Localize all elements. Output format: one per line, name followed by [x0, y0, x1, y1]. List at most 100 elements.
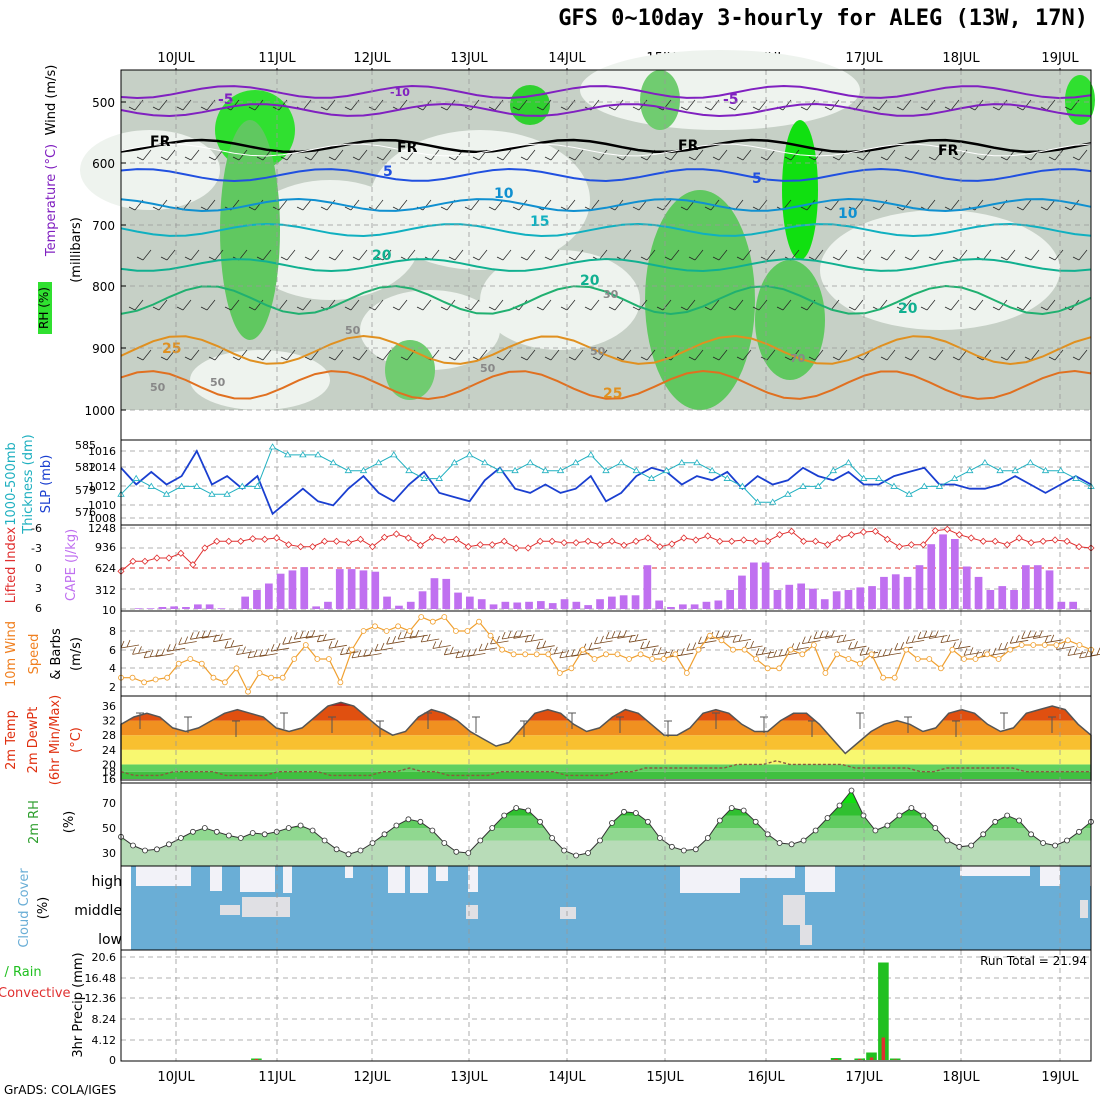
wind-barb	[568, 349, 584, 361]
cape-bar	[962, 566, 971, 609]
wind-speed-marker	[395, 623, 402, 630]
cape-bar	[702, 601, 711, 609]
wind-barb	[544, 349, 560, 361]
axis-label: (millibars)	[69, 217, 84, 283]
wind-barb	[520, 149, 536, 161]
cape-bar	[809, 588, 817, 609]
cape-bar	[856, 587, 865, 609]
wind-barb	[363, 648, 382, 657]
rh-marker	[956, 843, 963, 850]
thickness-marker	[571, 459, 580, 466]
wind-barb	[836, 634, 856, 643]
wind-barb	[304, 249, 320, 261]
wind-barb	[376, 349, 392, 361]
lifted-index-marker	[1039, 537, 1047, 545]
lifted-index-marker	[776, 531, 784, 539]
cape-bar	[312, 606, 320, 609]
wind-speed-marker	[325, 656, 332, 662]
rh-marker	[669, 843, 675, 850]
x-tick-label-top: 12JUL	[353, 51, 391, 66]
thickness-marker	[844, 459, 853, 466]
y-tick-label: 0	[109, 1054, 116, 1067]
thickness-marker	[662, 466, 671, 474]
cape-bar	[797, 583, 805, 609]
rh-marker	[213, 828, 220, 835]
lifted-index-marker	[273, 534, 281, 542]
wind-barb	[616, 349, 632, 361]
x-tick-label-top: 10JUL	[157, 51, 195, 66]
thickness-marker	[753, 498, 762, 505]
wind-barb	[656, 299, 672, 311]
y-tick-label-left: 6	[35, 602, 42, 615]
wind-barb	[880, 349, 896, 361]
thickness-marker	[950, 474, 959, 481]
y-tick-label: 30	[102, 847, 116, 860]
wind-barb	[592, 149, 608, 161]
cape-bar	[1010, 590, 1018, 609]
wind-barb	[1000, 249, 1016, 261]
wind-barb	[224, 299, 240, 311]
rh-marker	[740, 807, 747, 814]
contour-label: 30	[603, 288, 619, 301]
lifted-index-marker	[680, 534, 688, 542]
wind-barb	[376, 249, 392, 261]
run-total: Run Total = 21.94	[980, 954, 1087, 968]
contour-label: 20	[372, 248, 392, 264]
wind-speed-marker	[1041, 642, 1048, 648]
wind-barb	[605, 630, 625, 640]
wind-barb	[968, 299, 984, 311]
lifted-index-marker	[225, 537, 233, 545]
wind-barb	[712, 249, 728, 261]
rh-marker	[1064, 837, 1070, 844]
y-tick-label-right: 936	[95, 541, 116, 554]
cape-bar	[915, 565, 924, 609]
wind-barb	[236, 646, 255, 655]
wind-barb	[1044, 634, 1063, 644]
rh-marker	[417, 818, 424, 825]
wind-barb	[896, 199, 912, 211]
wind-barb	[416, 299, 432, 311]
y-tick-label: 18	[102, 766, 116, 779]
thickness-marker	[890, 482, 898, 489]
cape-bar	[430, 578, 439, 609]
rh-marker	[800, 837, 807, 844]
thickness-marker	[314, 451, 322, 458]
wind-barb	[467, 648, 486, 657]
wind-barb	[880, 149, 896, 161]
wind-barb	[732, 634, 752, 643]
wind-barb	[896, 299, 912, 311]
y-tick-label-left: 576	[75, 506, 96, 519]
lifted-index-marker	[380, 533, 389, 541]
rh-marker	[764, 831, 771, 838]
y-tick-label-right: 1010	[88, 499, 116, 512]
cape-bar	[868, 586, 876, 609]
lifted-index-marker	[1051, 536, 1059, 544]
wind-speed-marker	[510, 651, 517, 658]
wind-barb	[1072, 349, 1088, 361]
cloud-clear-cell	[805, 866, 835, 892]
y-tick-label: 28	[102, 729, 116, 742]
wind-barb	[904, 149, 920, 161]
x-tick-label-bottom: 14JUL	[548, 1070, 586, 1085]
contour-label: 50	[210, 376, 226, 389]
rh-marker	[728, 805, 735, 811]
axis-label: 3hr Precip (mm)	[71, 952, 86, 1057]
y-tick-label: 8	[109, 625, 116, 638]
wind-barb	[184, 149, 200, 161]
rh-marker	[309, 827, 316, 834]
axis-label: Temperature (°C)	[44, 144, 59, 257]
lifted-index-marker	[931, 527, 939, 535]
rh-marker	[896, 812, 903, 819]
cape-bar	[773, 590, 782, 609]
cape-bar	[1045, 570, 1054, 609]
cape-bar	[418, 591, 427, 609]
thickness-line	[120, 446, 1092, 503]
cape-bar	[785, 584, 794, 609]
wind-barb	[1079, 649, 1098, 659]
wind-barb	[944, 299, 960, 311]
thickness-marker	[405, 466, 413, 474]
rh-marker	[142, 847, 148, 854]
wind-barb	[376, 149, 392, 161]
thickness-marker	[678, 459, 686, 466]
wind-barb	[248, 299, 264, 311]
